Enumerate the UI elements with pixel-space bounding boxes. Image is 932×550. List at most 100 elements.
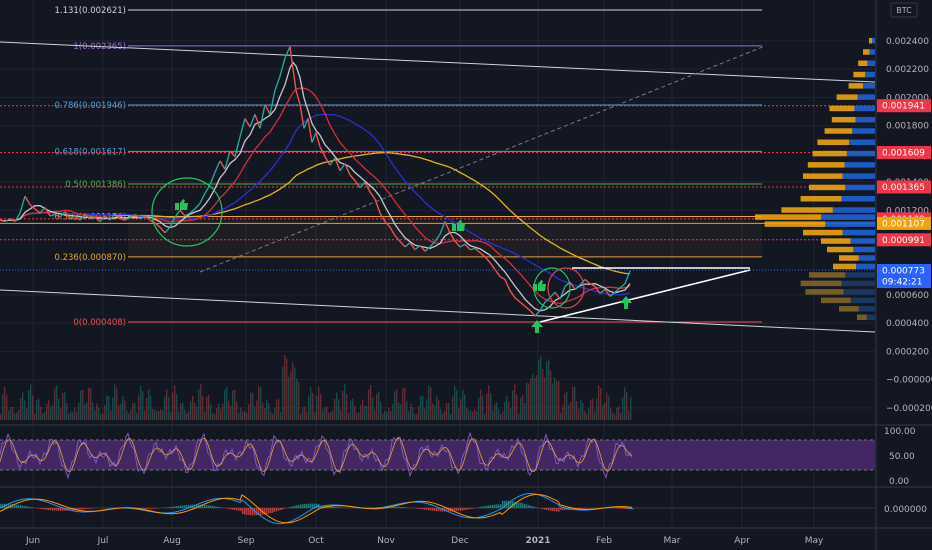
price-tick-label: 0.001800 (886, 122, 929, 132)
volume-bar (90, 388, 92, 420)
volume-bar (604, 402, 606, 420)
macd-histogram-bar (462, 508, 464, 511)
price-segment (459, 243, 466, 248)
price-segment (579, 278, 586, 286)
price-segment (494, 269, 501, 277)
support-line[interactable] (539, 269, 751, 323)
volume-bar (44, 411, 46, 420)
macd-histogram-bar (520, 502, 522, 508)
highlight-circle-jan-red[interactable] (547, 267, 585, 309)
volume-bar (298, 382, 300, 420)
volume-profile-bar-b (825, 221, 875, 227)
time-axis[interactable]: Jun Jul Aug Sep Oct Nov Dec 2021 Feb Mar Apr May (25, 536, 824, 546)
macd-histogram-bar (144, 508, 146, 509)
currency-button[interactable] (890, 2, 918, 18)
volume-bar (296, 378, 298, 420)
price-segment (229, 150, 236, 158)
volume-bar (428, 385, 430, 420)
price-segment (444, 221, 451, 234)
macd-histogram-bar (430, 508, 432, 511)
volume-profile-bar-a (869, 37, 873, 44)
macd-histogram-bar (628, 508, 630, 510)
macd-histogram-bar (490, 505, 492, 508)
volume-bar (122, 395, 124, 420)
volume-bar (432, 403, 434, 420)
macd-histogram-bar (432, 508, 434, 511)
macd-histogram-bar (228, 508, 230, 509)
volume-bar (358, 412, 360, 420)
volume-bar (140, 385, 142, 420)
macd-histogram-bar (20, 505, 22, 508)
macd-histogram-bar (588, 508, 590, 509)
volume-bar (360, 404, 362, 420)
macd-histogram-bar (38, 508, 40, 509)
channel-upper-line[interactable] (0, 41, 876, 83)
volume-bar (268, 403, 270, 420)
price-tick-label: 0.000600 (886, 291, 929, 301)
volume-profile-bar-a (831, 116, 856, 123)
price-badge-label: 0.000773 (882, 267, 925, 277)
macd-histogram-bar (2, 503, 4, 508)
volume-bar (286, 358, 288, 420)
price-segment (74, 215, 81, 221)
volume-bar (576, 401, 578, 420)
volume-bar (550, 370, 552, 420)
volume-bar (552, 383, 554, 420)
volume-bar (344, 384, 346, 420)
volume-bar (318, 386, 320, 420)
volume-bar (378, 391, 380, 420)
price-segment (499, 275, 506, 281)
macd-histogram-bar (26, 506, 28, 508)
highlight-circle-aug[interactable] (151, 177, 223, 247)
arrow-up-icon[interactable] (620, 296, 632, 309)
price-badge-label: 0.001107 (882, 219, 925, 229)
price-badge (877, 180, 931, 194)
volume-bar (168, 396, 170, 420)
volume-bar (38, 398, 40, 420)
volume-bar (524, 403, 526, 420)
volume-bar (332, 410, 334, 420)
macd-histogram-bar (530, 505, 532, 508)
volume-bar (72, 412, 74, 420)
thumbs-up-icon[interactable] (533, 280, 546, 291)
arrow-up-icon[interactable] (531, 320, 543, 333)
volume-bar (146, 397, 148, 420)
volume-bar (252, 392, 254, 420)
macd-histogram-bar (336, 507, 338, 508)
macd-histogram-bar (540, 508, 542, 509)
thumbs-up-icon[interactable] (175, 199, 188, 210)
volume-bar (424, 408, 426, 420)
thumbs-up-icon[interactable] (452, 220, 465, 231)
macd-histogram-bar (510, 501, 512, 508)
macd-histogram-bar (290, 506, 292, 508)
volume-profile-bar-a (809, 184, 846, 191)
price-segment (129, 213, 136, 218)
volume-bar (466, 408, 468, 420)
volume-bar (566, 391, 568, 420)
macd-histogram-bar (508, 500, 510, 508)
volume-bar (114, 384, 116, 420)
volume-bar (66, 403, 68, 420)
volume-bar (572, 386, 574, 420)
macd-histogram-bar (434, 508, 436, 511)
volume-bar (42, 413, 44, 420)
price-segment (239, 118, 246, 138)
macd-histogram-bar (308, 503, 310, 508)
macd-histogram-bar (436, 508, 438, 512)
macd-histogram-bar (266, 508, 268, 515)
volume-bar (250, 392, 252, 420)
volume-bar (560, 412, 562, 420)
trend-dashed-line[interactable] (199, 45, 766, 273)
price-tick-label: 0.000400 (886, 319, 929, 329)
macd-histogram-bar (60, 508, 62, 511)
volume-bar (220, 409, 222, 420)
macd-histogram-bar (218, 506, 220, 508)
volume-bar (404, 387, 406, 420)
channel-lower-line[interactable] (0, 289, 876, 333)
macd-histogram-bar (18, 504, 20, 508)
volume-bar (618, 406, 620, 420)
macd-histogram-bar (400, 506, 402, 508)
macd-histogram-bar (442, 508, 444, 512)
macd-histogram-bar (440, 508, 442, 512)
